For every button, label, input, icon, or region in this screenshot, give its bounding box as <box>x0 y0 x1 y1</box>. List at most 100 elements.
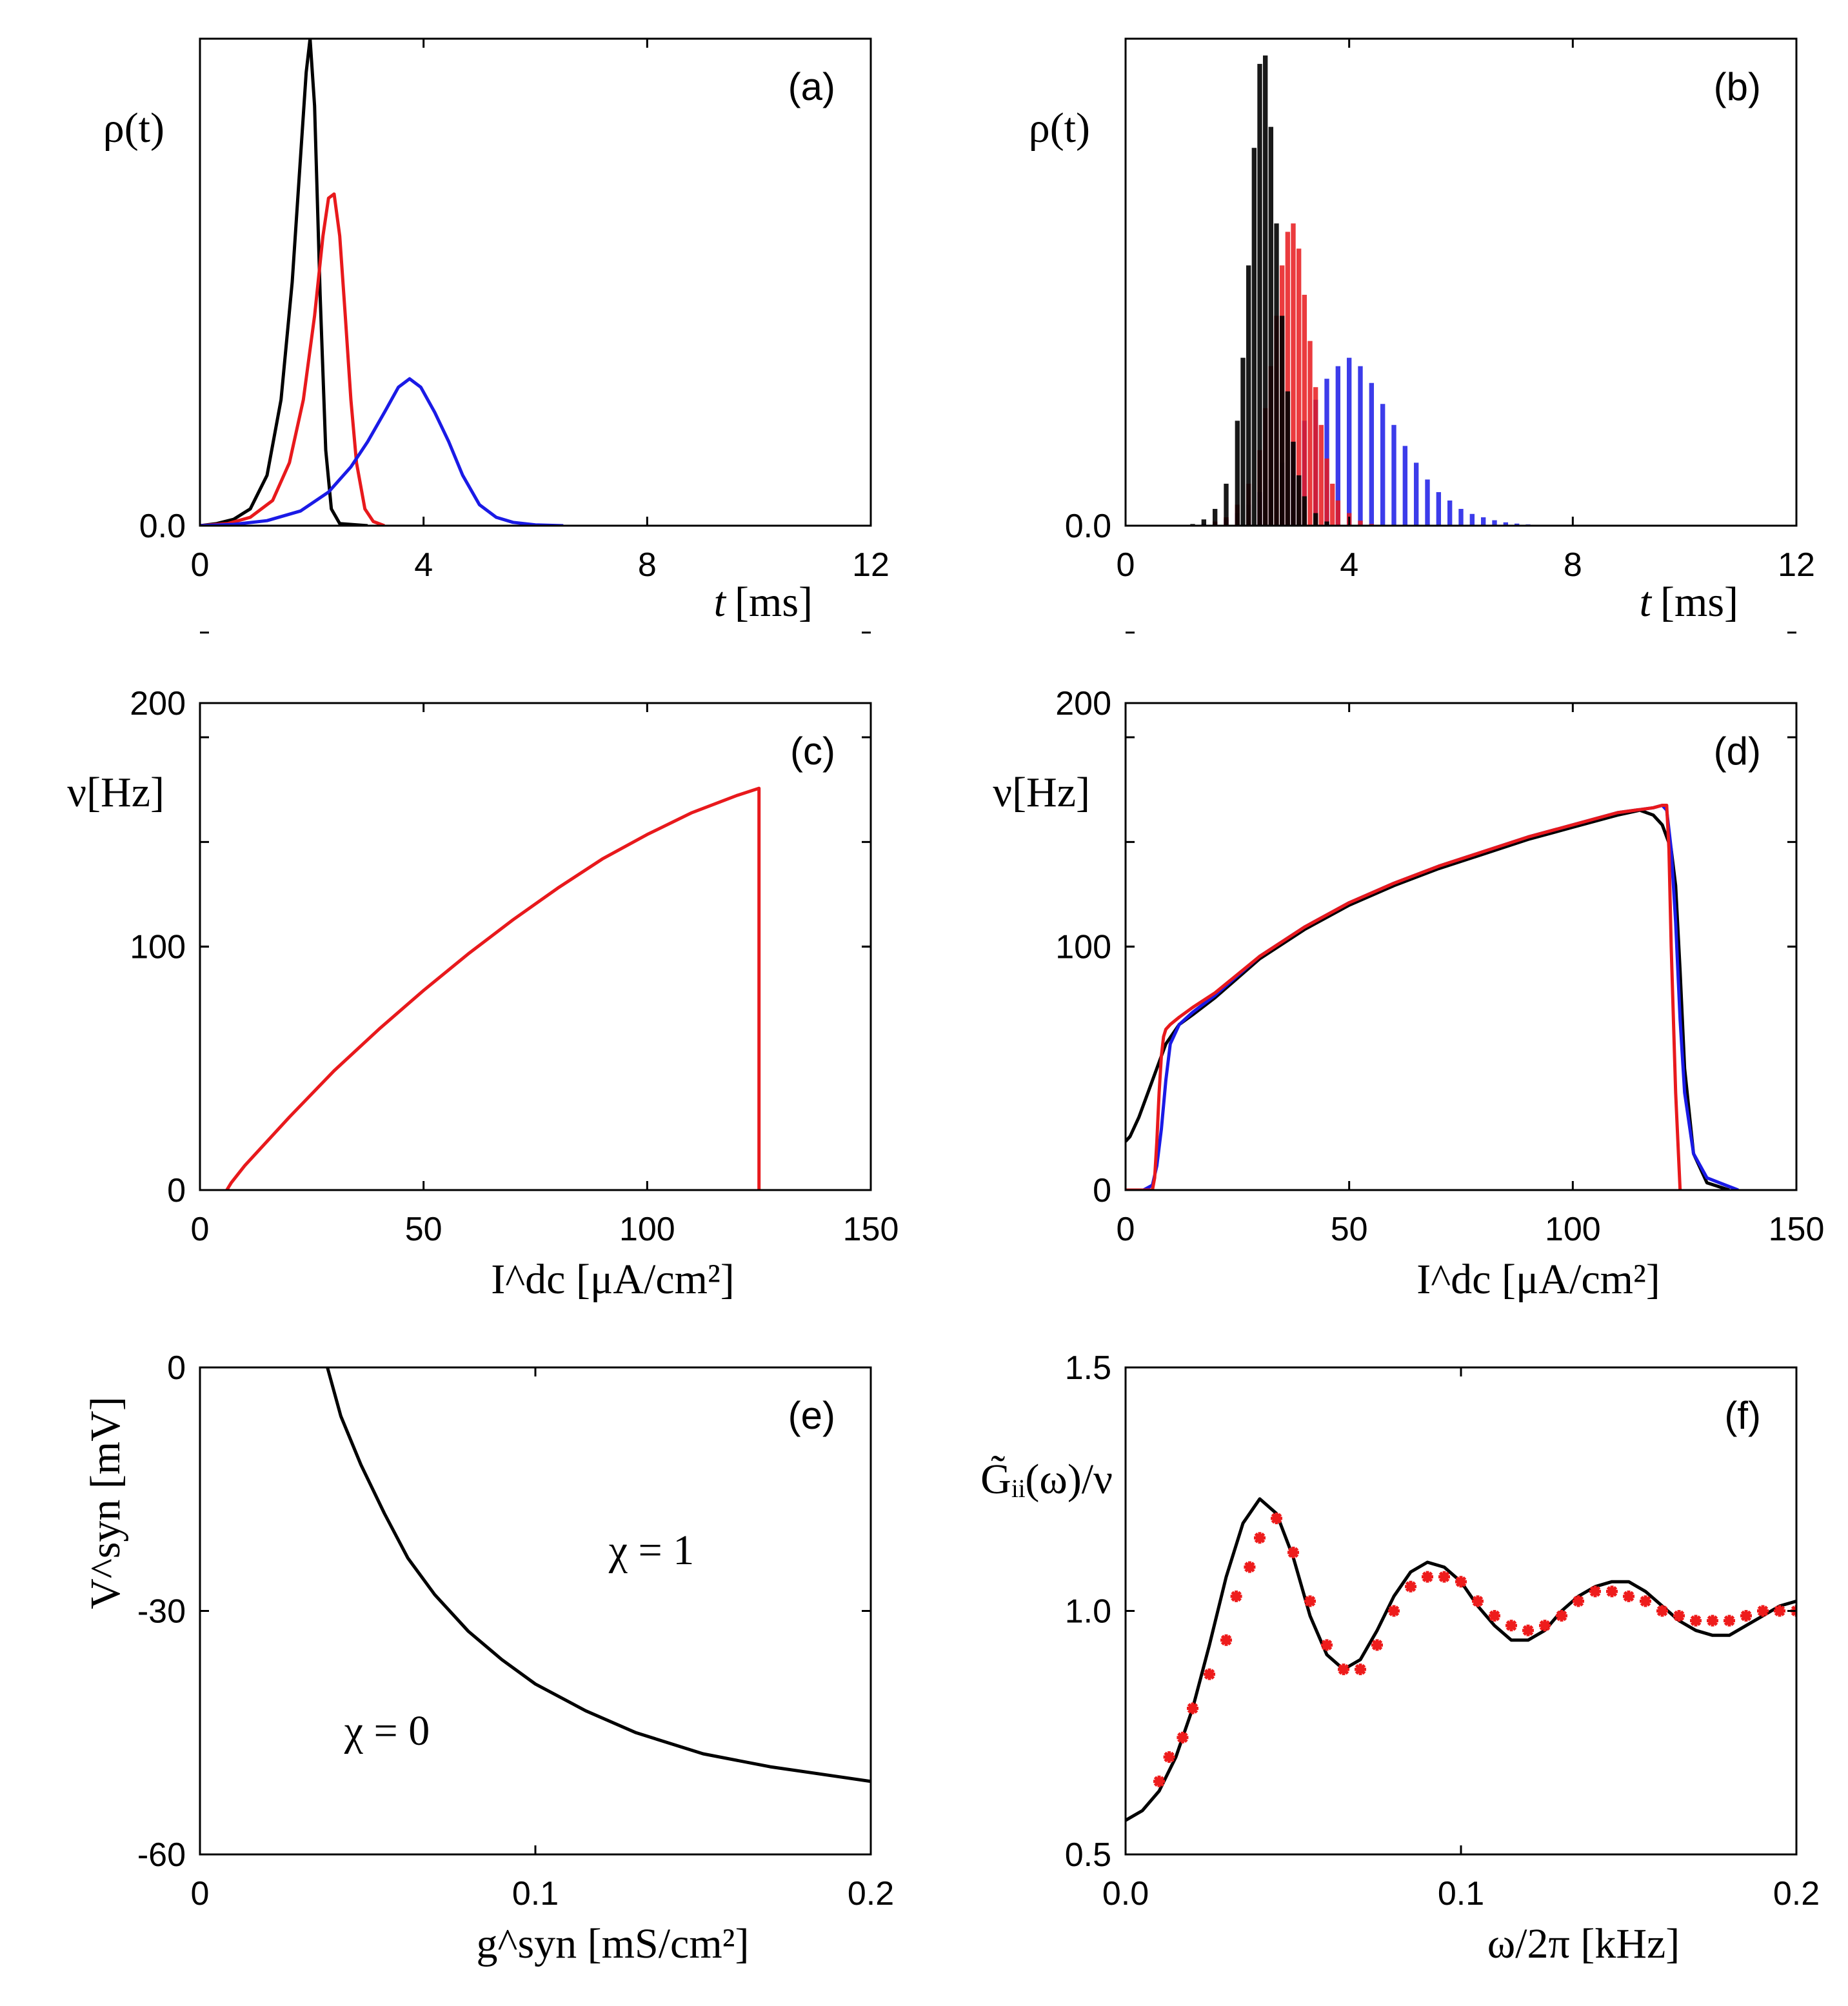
series-line-black <box>200 39 368 526</box>
y-tick-label: 0 <box>167 1172 186 1209</box>
x-tick-label: 0.0 <box>1102 1875 1149 1912</box>
data-point-marker <box>1287 1546 1299 1558</box>
x-tick-label: 0.2 <box>1773 1875 1820 1912</box>
annotation-chi-0: χ = 0 <box>344 1707 430 1754</box>
plot-frame <box>1124 702 1798 1191</box>
histogram-bar <box>1425 479 1430 526</box>
histogram-bar <box>1413 462 1419 526</box>
histogram-bar <box>1235 421 1240 526</box>
panel-label: (a) <box>788 65 835 108</box>
histogram-bar <box>1391 424 1396 526</box>
x-tick-label: 150 <box>843 1211 899 1248</box>
data-point-marker <box>1623 1590 1634 1602</box>
panel-e: 0 0.1 0.2 0 -30 -60 (e) g^syn [mS/cm²] V^syn [mV… <box>82 1349 894 1967</box>
histogram-bar <box>1268 126 1274 526</box>
x-tick-label: 0 <box>191 1875 210 1912</box>
x-axis-label: t [ms] <box>1640 579 1738 626</box>
data-point-marker <box>1573 1595 1584 1607</box>
histogram-bar <box>1302 496 1307 526</box>
data-point-marker <box>1355 1663 1366 1676</box>
y-axis-label: ρ(t) <box>103 104 164 152</box>
x-tick-label: 100 <box>619 1211 675 1248</box>
y-axis-label: ν[Hz] <box>67 769 164 816</box>
histogram-bar <box>1279 315 1285 526</box>
data-point-marker <box>1539 1620 1551 1632</box>
data-point-marker <box>1304 1595 1316 1607</box>
y-tick-label: 100 <box>130 929 186 966</box>
histogram-bar <box>1469 513 1475 526</box>
x-tick-label: 150 <box>1769 1211 1825 1248</box>
histogram-bar <box>1296 475 1302 526</box>
histogram-bar <box>1313 513 1318 526</box>
data-point-marker <box>1606 1585 1618 1598</box>
x-tick-label: 4 <box>1340 546 1358 584</box>
x-tick-label: 8 <box>1564 546 1582 584</box>
y-axis-label: G̃ᵢᵢ(ω)/ν <box>980 1456 1113 1503</box>
series-line-blue <box>200 377 564 526</box>
histogram-bar <box>1307 341 1313 526</box>
x-tick-label: 4 <box>414 546 433 584</box>
histogram-bar <box>1212 508 1218 526</box>
x-tick-label: 0 <box>191 1211 210 1248</box>
x-axis-label: t [ms] <box>714 579 813 626</box>
histogram-bar <box>1257 64 1262 526</box>
y-tick-label: 0 <box>167 1349 186 1387</box>
x-tick-label: 8 <box>638 546 657 584</box>
histogram-bar <box>1503 522 1509 526</box>
histogram-bar <box>1335 500 1341 526</box>
x-tick-label: 0 <box>191 546 210 584</box>
histogram-bar <box>1369 382 1375 526</box>
data-point-marker <box>1338 1663 1349 1676</box>
panel-label: (c) <box>790 730 835 773</box>
data-point-marker <box>1187 1702 1198 1714</box>
histogram-bar <box>1201 519 1207 526</box>
histogram-bar <box>1380 404 1386 526</box>
histogram-bar <box>1291 441 1296 526</box>
data-point-marker <box>1472 1595 1484 1607</box>
annotation-chi-1: χ = 1 <box>608 1527 695 1574</box>
plot-frame <box>1124 1366 1798 1856</box>
data-point-marker <box>1271 1513 1282 1525</box>
data-point-marker <box>1321 1639 1333 1651</box>
x-tick-label: 50 <box>405 1211 442 1248</box>
x-tick-label: 0.1 <box>512 1875 559 1912</box>
data-point-marker <box>1405 1580 1416 1593</box>
plot-area <box>1126 804 1739 1190</box>
panel-label: (d) <box>1714 730 1761 773</box>
series-line-red <box>1126 804 1682 1190</box>
plot-frame <box>1124 37 1798 527</box>
data-point-marker <box>1163 1751 1175 1763</box>
histogram-bar <box>1492 520 1497 526</box>
plot-area <box>1126 1497 1796 1822</box>
y-tick-label: 200 <box>1055 685 1111 722</box>
x-tick-label: 0 <box>1117 546 1135 584</box>
data-point-marker <box>1371 1639 1383 1651</box>
histogram-bar <box>1324 379 1329 526</box>
data-point-marker <box>1438 1571 1450 1583</box>
plot-area <box>1190 55 1531 526</box>
plot-area <box>200 39 564 526</box>
histogram-bar <box>1358 366 1363 526</box>
histogram-bar <box>1447 500 1453 526</box>
panel-label: (b) <box>1714 65 1761 108</box>
x-axis-label: I^dc [μA/cm²] <box>1416 1256 1660 1303</box>
histogram-bar <box>1240 357 1246 526</box>
y-tick-label: 1.0 <box>1065 1593 1111 1631</box>
data-point-marker <box>1589 1585 1601 1598</box>
data-point-marker <box>1204 1668 1215 1680</box>
histogram-bar <box>1346 357 1352 526</box>
histogram-bar <box>1291 223 1296 526</box>
series-line-black <box>326 1367 871 1783</box>
y-tick-label: -60 <box>137 1836 186 1874</box>
x-tick-label: 0.1 <box>1438 1875 1484 1912</box>
data-point-marker <box>1673 1610 1685 1622</box>
data-point-marker <box>1505 1620 1517 1632</box>
histogram-bar <box>1514 523 1520 526</box>
panel-a: 0 4 8 12 0.0 (a) t [ms] ρ(t) <box>103 37 889 948</box>
y-tick-label: 0.0 <box>1065 508 1111 545</box>
panel-b: 0 4 8 12 0.0 (b) t [ms] ρ(t) <box>1029 37 1815 948</box>
histogram-bar <box>1302 295 1307 526</box>
data-point-marker <box>1656 1605 1668 1617</box>
data-point-marker <box>1489 1610 1500 1622</box>
